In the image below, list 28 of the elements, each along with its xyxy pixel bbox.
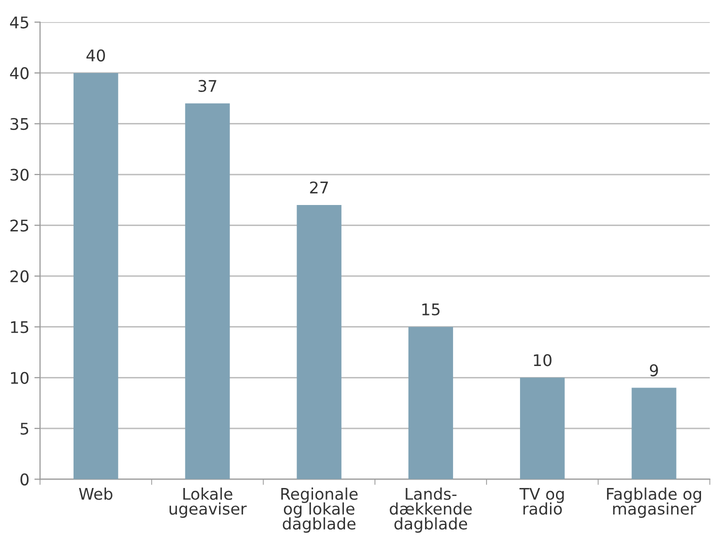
y-tick-label: 25 bbox=[10, 220, 28, 232]
x-tick-label: Regionale og lokale dagblade bbox=[281, 488, 358, 533]
y-tick-label: 20 bbox=[10, 270, 29, 282]
x-tick-label: TV og radio bbox=[519, 488, 564, 515]
x-tick-label: Lands- dækkende dagblade bbox=[390, 488, 472, 533]
y-tick-label: 5 bbox=[20, 422, 28, 435]
y-tick-label: 15 bbox=[11, 321, 28, 334]
y-tick-label: 10 bbox=[11, 372, 29, 384]
data-label: 15 bbox=[422, 304, 440, 316]
y-tick-label: 0 bbox=[20, 473, 29, 486]
y-tick-label: 40 bbox=[10, 67, 29, 80]
x-tick-label: Web bbox=[78, 488, 112, 500]
bar bbox=[296, 204, 342, 480]
y-tick-label: 30 bbox=[10, 168, 29, 181]
y-tick-label: 45 bbox=[10, 16, 28, 28]
data-label: 9 bbox=[650, 364, 658, 376]
bar bbox=[408, 326, 454, 480]
x-tick-label: Lokale ugeaviser bbox=[170, 488, 247, 518]
bar bbox=[632, 388, 676, 480]
data-label: 27 bbox=[310, 181, 328, 194]
y-tick-label: 35 bbox=[10, 118, 28, 130]
bar bbox=[185, 103, 230, 480]
bar bbox=[74, 72, 118, 480]
data-label: 10 bbox=[534, 354, 552, 366]
bar bbox=[520, 378, 565, 480]
x-tick-label: Fagblade og magasiner bbox=[607, 488, 702, 518]
data-label: 37 bbox=[198, 80, 216, 92]
data-label: 40 bbox=[86, 49, 105, 62]
